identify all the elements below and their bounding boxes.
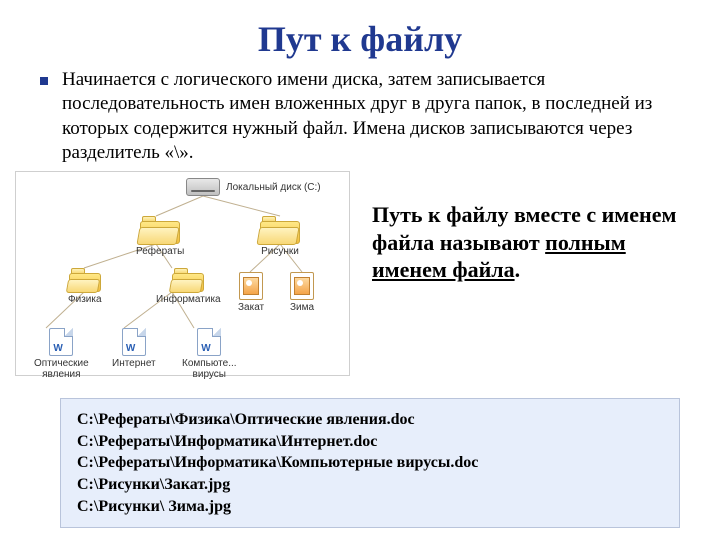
tree-node-label: Локальный диск (C:) <box>226 182 321 193</box>
document-icon <box>182 328 237 356</box>
tree-node-zim: Зима <box>290 272 314 313</box>
bullet-square-icon <box>40 77 48 85</box>
intro-text: Начинается с логического имени диска, за… <box>62 68 690 165</box>
tree-node-label: Закат <box>238 302 264 313</box>
page-title: Пут к файлу <box>0 0 720 60</box>
content-columns: Локальный диск (C:) Рефераты Рисунки Физика… <box>0 165 720 376</box>
tree-node-label: Зима <box>290 302 314 313</box>
directory-tree-diagram: Локальный диск (C:) Рефераты Рисунки Физика… <box>15 171 350 376</box>
tree-node-ris: Рисунки <box>260 216 300 257</box>
tree-node-root: Локальный диск (C:) <box>186 178 321 196</box>
tree-node-fiz: Физика <box>68 268 102 305</box>
folder-icon <box>260 216 300 244</box>
tree-node-label: Компьюте... вирусы <box>182 358 237 380</box>
folder-icon <box>156 268 221 292</box>
tree-node-opt: Оптические явления <box>34 328 89 380</box>
side-text-post: . <box>515 257 521 282</box>
side-definition: Путь к файлу вместе с именем файла назыв… <box>350 171 700 376</box>
tree-node-label: Рисунки <box>260 246 300 257</box>
image-icon <box>238 272 264 300</box>
tree-node-refer: Рефераты <box>136 216 184 257</box>
document-icon <box>112 328 156 356</box>
intro-bullet: Начинается с логического имени диска, за… <box>0 60 720 165</box>
tree-node-label: Интернет <box>112 358 156 369</box>
side-text-pre: Путь к файлу вместе с именем файла назыв… <box>372 202 676 255</box>
tree-node-inf: Информатика <box>156 268 221 305</box>
tree-node-label: Физика <box>68 294 102 305</box>
document-icon <box>34 328 89 356</box>
tree-node-label: Рефераты <box>136 246 184 257</box>
folder-icon <box>68 268 102 292</box>
tree-node-label: Оптические явления <box>34 358 89 380</box>
tree-node-label: Информатика <box>156 294 221 305</box>
tree-node-net: Интернет <box>112 328 156 369</box>
folder-icon <box>136 216 184 244</box>
tree-node-vir: Компьюте... вирусы <box>182 328 237 380</box>
file-paths-box: C:\Рефераты\Физика\Оптические явления.do… <box>60 398 680 528</box>
image-icon <box>290 272 314 300</box>
tree-node-zak: Закат <box>238 272 264 313</box>
drive-icon <box>186 178 220 196</box>
